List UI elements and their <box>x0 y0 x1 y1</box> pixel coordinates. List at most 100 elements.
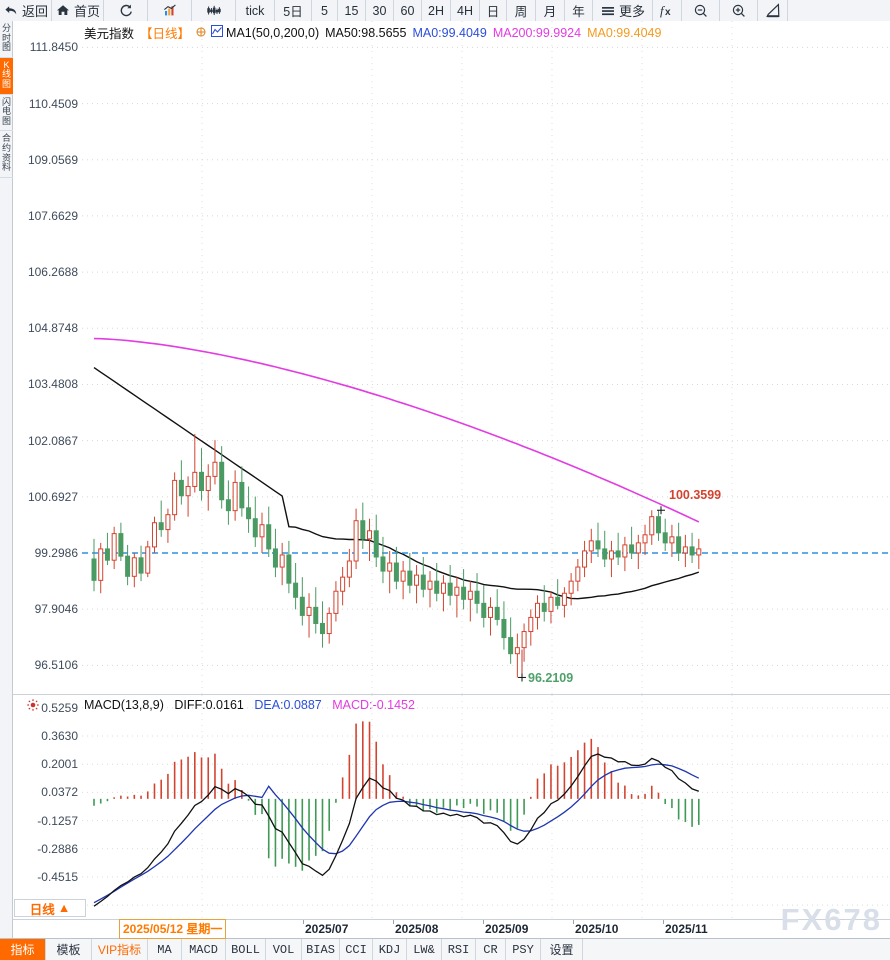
zoom-in-icon <box>731 3 747 18</box>
date-axis-tickmark <box>393 920 394 924</box>
tab-indicator[interactable]: 指标 <box>0 939 46 960</box>
timeframe-5min[interactable]: 5 <box>312 0 338 21</box>
price-axis-tick: 100.6927 <box>27 489 78 504</box>
period-selector[interactable]: 日线 ▲ <box>14 899 86 917</box>
more-button[interactable]: 更多 <box>593 0 653 21</box>
macd-axis-tick: -0.4515 <box>37 869 78 884</box>
tab-template[interactable]: 模板 <box>46 939 92 960</box>
pencil-icon <box>765 3 781 18</box>
sidebar-item-lightning[interactable]: 闪电图 <box>0 95 13 132</box>
timeframe-30min-label: 30 <box>372 3 387 18</box>
macd-value: MACD:-0.1452 <box>332 698 415 712</box>
tab-rsi[interactable]: RSI <box>442 939 476 960</box>
price-axis-tick: 109.0569 <box>27 152 78 167</box>
tab-bias[interactable]: BIAS <box>302 939 340 960</box>
chart-type-button[interactable] <box>148 0 192 21</box>
tab-cci[interactable]: CCI <box>340 939 373 960</box>
home-button-label: 首页 <box>74 4 101 19</box>
tab-macd[interactable]: MACD <box>182 939 226 960</box>
tab-boll[interactable]: BOLL <box>226 939 266 960</box>
draw-button[interactable] <box>758 0 788 21</box>
chart-area: 111.8450 110.4509 109.0569 107.6629 106.2688… <box>13 21 890 939</box>
price-pane[interactable]: 111.8450 110.4509 109.0569 107.6629 106.2688… <box>13 21 890 694</box>
zoom-out-icon <box>693 3 709 18</box>
timeframe-2h-label: 2H <box>428 3 444 18</box>
zoom-out-button[interactable] <box>682 0 720 21</box>
date-axis-tickmark <box>483 920 484 924</box>
svg-text:x: x <box>665 7 671 18</box>
home-icon <box>55 3 71 18</box>
tabbar-filler <box>583 939 890 960</box>
chart-legend: 美元指数 【日线】 MA1(50,0,200,0) MA50:98.5655 M… <box>84 23 667 42</box>
price-axis-tick: 106.2688 <box>27 265 78 280</box>
watermark: FX678 <box>780 902 882 937</box>
macd-dea-value: DEA:0.0887 <box>254 698 322 712</box>
top-toolbar: 返回 首页 tick 5日 5 15 30 60 2H 4H 日周 月 年 更多 f x <box>0 0 890 22</box>
sidebar-item-contract-info[interactable]: 合约资料 <box>0 131 13 178</box>
ma-settings-icon[interactable] <box>211 25 224 40</box>
crosshair-toggle-icon[interactable] <box>196 26 206 40</box>
date-axis-tickmark <box>303 920 304 924</box>
timeframe-15min-label: 15 <box>344 3 359 18</box>
tab-psy[interactable]: PSY <box>506 939 541 960</box>
price-axis-tick: 103.4808 <box>27 377 78 392</box>
indicator-settings-icon[interactable] <box>27 699 39 714</box>
timeframe-month[interactable]: 月 <box>536 0 565 21</box>
timeframe-year[interactable]: 年 <box>565 0 593 21</box>
ma50-value: MA50:98.5655 <box>325 25 407 40</box>
timeframe-5min-label: 5 <box>321 3 328 18</box>
tab-vol[interactable]: VOL <box>266 939 302 960</box>
tab-cr[interactable]: CR <box>476 939 506 960</box>
tab-kdj[interactable]: KDJ <box>373 939 407 960</box>
tab-lwr[interactable]: LW& <box>407 939 442 960</box>
timeframe-4h[interactable]: 4H <box>451 0 480 21</box>
macd-legend: MACD(13,8,9) DIFF:0.0161 DEA:0.0887 MACD… <box>84 698 422 712</box>
macd-axis-tick: 0.3630 <box>41 729 78 744</box>
macd-plot[interactable] <box>82 695 890 920</box>
timeframe-day-label: 日 <box>486 5 500 19</box>
tab-vip-indicator[interactable]: VIP指标 <box>92 939 148 960</box>
date-axis-tick: 2025/11 <box>665 922 708 936</box>
macd-canvas <box>82 695 890 920</box>
timeframe-2h[interactable]: 2H <box>422 0 451 21</box>
chart-bars-icon <box>162 3 178 18</box>
macd-axis-tick: 0.5259 <box>41 700 78 715</box>
macd-axis-tick: -0.1257 <box>37 813 78 828</box>
sidebar-item-timeshare[interactable]: 分时图 <box>0 21 13 58</box>
timeframe-tick[interactable]: tick <box>236 0 275 21</box>
price-axis-tick: 110.4509 <box>28 96 78 111</box>
date-axis-tick: 2025/07 <box>305 922 349 936</box>
timeframe-5day-label: 5日 <box>283 5 303 19</box>
back-button[interactable]: 返回 <box>0 0 52 21</box>
timeframe-week[interactable]: 周 <box>507 0 536 21</box>
timeframe-15min[interactable]: 15 <box>338 0 366 21</box>
sidebar-item-kline[interactable]: K线图 <box>0 57 13 95</box>
timeframe-tick-label: tick <box>245 3 265 18</box>
macd-axis-tick: 0.2001 <box>41 757 78 772</box>
price-axis: 111.8450 110.4509 109.0569 107.6629 106.2688… <box>13 21 82 694</box>
price-axis-tick: 99.2986 <box>34 546 78 560</box>
timeframe-week-label: 周 <box>514 5 528 19</box>
date-axis-tick: 2025/08 <box>395 922 439 936</box>
timeframe-30min[interactable]: 30 <box>366 0 394 21</box>
candles-button[interactable] <box>192 0 236 21</box>
price-axis-tick: 104.8748 <box>27 321 78 336</box>
date-axis-tickmark <box>573 920 574 924</box>
refresh-button[interactable] <box>104 0 148 21</box>
zoom-in-button[interactable] <box>720 0 758 21</box>
home-button[interactable]: 首页 <box>52 0 104 21</box>
candlestick-canvas <box>82 21 890 694</box>
price-plot[interactable] <box>82 21 890 694</box>
timeframe-day[interactable]: 日 <box>480 0 507 21</box>
macd-axis: 0.5259 0.3630 0.2001 0.0372 -0.1257 -0.2886 -0… <box>13 695 82 920</box>
timeframe-60min[interactable]: 60 <box>394 0 422 21</box>
refresh-icon <box>118 3 134 18</box>
tab-settings[interactable]: 设置 <box>541 939 583 960</box>
macd-pane[interactable]: 0.5259 0.3630 0.2001 0.0372 -0.1257 -0.2886 -0… <box>13 694 890 920</box>
tab-ma[interactable]: MA <box>148 939 182 960</box>
more-button-label: 更多 <box>619 4 646 19</box>
period-selector-arrow: ▲ <box>57 901 71 915</box>
timeframe-5day[interactable]: 5日 <box>275 0 312 21</box>
svg-text:f: f <box>660 3 666 18</box>
